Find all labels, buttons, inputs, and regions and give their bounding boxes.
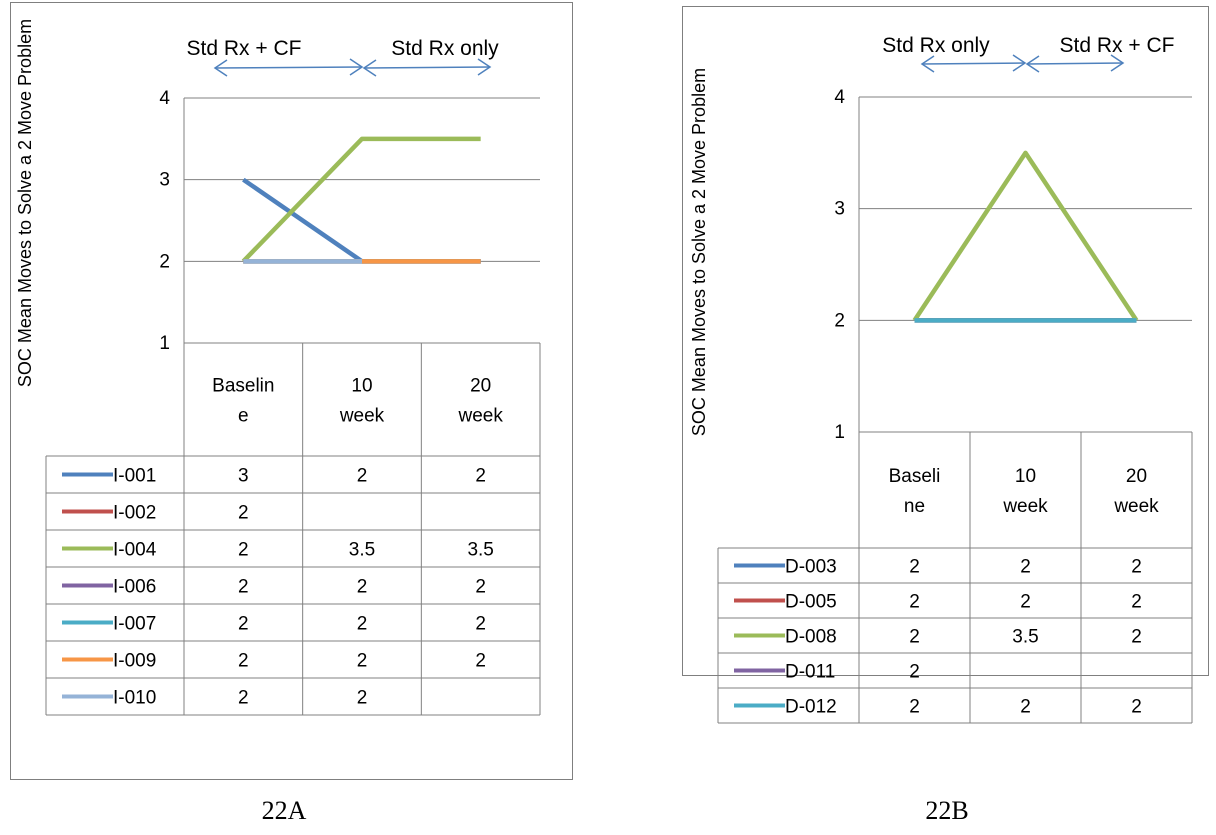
table-cell-value: 2 [1020,592,1031,613]
arrowhead-right-icon [1110,54,1125,72]
x-category-label: week [1113,496,1159,517]
arrowhead-left-icon [1025,55,1040,73]
table-cell-value: 2 [1131,557,1142,578]
arrowhead-left-icon [920,55,935,73]
y-tick-label: 2 [159,251,170,272]
chart-panel-22b: 1 2 3 4 Baseli ne 10 week 20 week D-003 2 2 2 D-005 2 2 2… [682,6,1209,724]
phase-arrow [1026,62,1124,65]
arrowhead-right-icon [1012,54,1027,72]
table-cell-value: 2 [238,540,249,561]
legend-series-name: I-006 [113,577,156,598]
legend-series-name: I-002 [113,503,156,524]
table-cell-value: 2 [357,614,368,635]
table-cell-value: 2 [1131,627,1142,648]
legend-series-name: I-001 [113,466,156,487]
y-tick-label: 1 [159,333,170,354]
series-line-i-001 [242,177,481,264]
x-category-label: week [339,406,385,427]
y-tick-label: 3 [834,199,845,220]
table-cell-value: 2 [475,577,486,598]
table-cell-value: 2 [909,662,920,683]
x-category-label: e [238,406,249,427]
x-category-label: 10 [351,376,372,397]
table-cell-value: 2 [357,466,368,487]
table-cell-value: 3.5 [349,540,375,561]
table-cell-value: 2 [475,614,486,635]
table-cell-value: 2 [1020,557,1031,578]
table-cell-value: 2 [357,688,368,709]
table-cell-value: 2 [475,651,486,672]
y-tick-label: 4 [834,87,845,108]
table-cell-value: 2 [357,651,368,672]
phase-arrow [363,66,491,69]
table-cell-value: 2 [909,697,920,718]
table-cell-value: 2 [357,577,368,598]
table-cell-value: 2 [238,577,249,598]
legend-series-name: I-004 [113,540,157,561]
phase-label: Std Rx + CF [187,37,302,60]
phase-label: Std Rx only [882,34,990,57]
arrowhead-left-icon [213,59,228,77]
table-cell-value: 2 [909,592,920,613]
table-cell-value: 2 [909,557,920,578]
chart-22a-svg: 1 2 3 4 Baselin e 10 week 20 week I-001 3 2 2 I-002 2 I-… [15,19,541,716]
y-tick-label: 3 [159,170,170,191]
y-axis-label: SOC Mean Moves to Solve a 2 Move Problem [15,19,35,387]
arrowhead-right-icon [349,58,364,76]
y-tick-label: 4 [159,88,170,109]
table-cell-value: 2 [238,614,249,635]
x-category-label: week [1002,496,1048,517]
x-category-label: Baselin [212,376,274,397]
phase-label: Std Rx only [391,37,499,60]
x-category-label: ne [904,496,925,517]
x-category-label: 20 [470,376,491,397]
y-tick-label: 1 [834,422,845,443]
table-cell-value: 3.5 [467,540,493,561]
table-cell-value: 2 [1131,697,1142,718]
caption-22b: 22B [925,796,969,825]
y-tick-label: 2 [834,310,845,331]
legend-series-name: I-009 [113,651,156,672]
legend-series-name: D-003 [785,557,837,578]
table-cell-value: 2 [1131,592,1142,613]
legend-series-name: D-011 [785,662,835,683]
table-cell-value: 3 [238,466,249,487]
x-category-label: week [457,406,503,427]
legend-series-name: D-012 [785,697,837,718]
table-cell-value: 2 [238,688,249,709]
table-cell-value: 3.5 [1012,627,1038,648]
series-line-d-008 [912,150,1139,322]
table-cell-value: 2 [238,651,249,672]
table-cell-value: 2 [475,466,486,487]
arrowhead-left-icon [362,59,377,77]
legend-series-name: I-007 [113,614,156,635]
x-category-label: Baseli [889,466,941,487]
phase-label: Std Rx + CF [1060,34,1175,57]
y-axis-label: SOC Mean Moves to Solve a 2 Move Problem [689,68,709,436]
table-cell-value: 2 [1020,697,1031,718]
phase-arrow [921,62,1026,65]
x-category-label: 10 [1015,466,1036,487]
legend-series-name: D-005 [785,592,837,613]
x-category-label: 20 [1126,466,1147,487]
phase-arrow [214,66,363,69]
legend-series-name: I-010 [113,688,156,709]
chart-panel-22a: 1 2 3 4 Baselin e 10 week 20 week I-001 3 2 2 I-002 2 I-… [10,2,573,780]
arrowhead-right-icon [477,58,492,76]
table-cell-value: 2 [238,503,249,524]
caption-22a: 22A [261,796,307,825]
legend-series-name: D-008 [785,627,837,648]
table-cell-value: 2 [909,627,920,648]
chart-22b-svg: 1 2 3 4 Baseli ne 10 week 20 week D-003 2 2 2 D-005 2 2 2… [689,34,1193,724]
series-line-i-004 [241,136,481,263]
